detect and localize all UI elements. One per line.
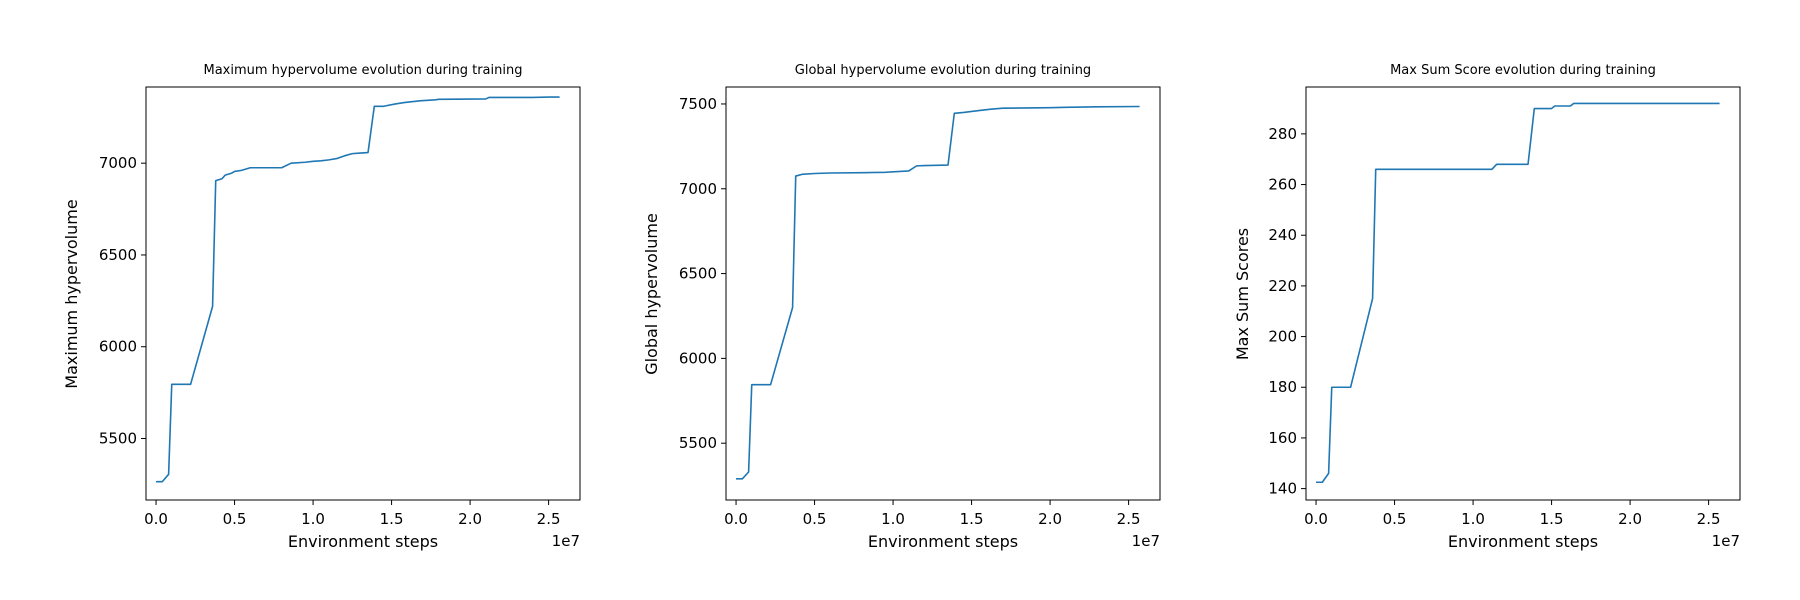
series-line xyxy=(736,105,1140,480)
x-tick-label: 2.0 xyxy=(458,510,482,528)
y-tick-label: 220 xyxy=(1268,277,1297,295)
x-tick-label: 1.5 xyxy=(1540,510,1564,528)
y-tick-label: 7000 xyxy=(679,180,717,198)
y-tick-label: 7000 xyxy=(99,154,137,172)
y-tick-label: 200 xyxy=(1268,328,1297,346)
chart-panel-3: Max Sum Score evolution during training … xyxy=(1233,63,1741,551)
axes-frame xyxy=(145,86,581,501)
y-tick-label: 6000 xyxy=(99,338,137,356)
y-tick-label: 7500 xyxy=(679,95,717,113)
y-axis-label: Max Sum Scores xyxy=(1233,228,1252,360)
series-line xyxy=(1316,102,1720,484)
x-tick-label: 2.5 xyxy=(537,510,561,528)
y-tick-label: 280 xyxy=(1268,125,1297,143)
plot-area: 0.0 0.5 1.0 1.5 2.0 2.5 5500 6000 6500 7000 7500 xyxy=(679,86,1161,528)
y-axis-label: Maximum hypervolume xyxy=(62,199,81,388)
x-axis-label: Environment steps xyxy=(868,532,1018,551)
y-tick-label: 160 xyxy=(1268,429,1297,447)
x-axis-label: Environment steps xyxy=(288,532,438,551)
x-axis-label: Environment steps xyxy=(1448,532,1598,551)
x-tick-label: 2.0 xyxy=(1038,510,1062,528)
y-tick-label: 5500 xyxy=(99,430,137,448)
plot-area: 0.0 0.5 1.0 1.5 2.0 2.5 5500 6000 6500 7000 xyxy=(99,86,581,528)
x-tick-label: 0.0 xyxy=(144,510,168,528)
x-tick-label: 1.0 xyxy=(1461,510,1485,528)
chart-title: Global hypervolume evolution during trai… xyxy=(795,63,1091,78)
y-tick-label: 240 xyxy=(1268,226,1297,244)
x-tick-label: 2.0 xyxy=(1618,510,1642,528)
plot-area: 0.0 0.5 1.0 1.5 2.0 2.5 140 160 180 200 220 240 260 2… xyxy=(1268,86,1741,528)
y-tick-label: 260 xyxy=(1268,176,1297,194)
y-tick-label: 140 xyxy=(1268,480,1297,498)
x-axis-multiplier: 1e7 xyxy=(552,532,580,550)
y-tick-label: 180 xyxy=(1268,378,1297,396)
y-tick-label: 5500 xyxy=(679,434,717,452)
x-tick-label: 0.5 xyxy=(803,510,827,528)
x-tick-label: 2.5 xyxy=(1697,510,1721,528)
x-tick-label: 0.0 xyxy=(1304,510,1328,528)
x-tick-label: 1.0 xyxy=(301,510,325,528)
x-tick-label: 0.5 xyxy=(223,510,247,528)
chart-title: Max Sum Score evolution during training xyxy=(1390,63,1656,78)
x-axis-multiplier: 1e7 xyxy=(1712,532,1740,550)
chart-panel-2: Global hypervolume evolution during trai… xyxy=(642,63,1161,551)
x-tick-label: 0.0 xyxy=(724,510,748,528)
y-axis-label: Global hypervolume xyxy=(642,213,661,375)
axes-frame xyxy=(725,86,1161,501)
x-tick-label: 1.0 xyxy=(881,510,905,528)
chart-title: Maximum hypervolume evolution during tra… xyxy=(204,63,523,78)
y-tick-label: 6000 xyxy=(679,349,717,367)
x-tick-label: 1.5 xyxy=(960,510,984,528)
x-axis-multiplier: 1e7 xyxy=(1132,532,1160,550)
x-tick-label: 2.5 xyxy=(1117,510,1141,528)
chart-panel-1: Maximum hypervolume evolution during tra… xyxy=(62,63,581,551)
x-tick-label: 0.5 xyxy=(1383,510,1407,528)
series-line xyxy=(156,96,560,483)
axes-frame xyxy=(1305,86,1741,501)
y-tick-label: 6500 xyxy=(679,265,717,283)
y-tick-label: 6500 xyxy=(99,246,137,264)
x-tick-label: 1.5 xyxy=(380,510,404,528)
